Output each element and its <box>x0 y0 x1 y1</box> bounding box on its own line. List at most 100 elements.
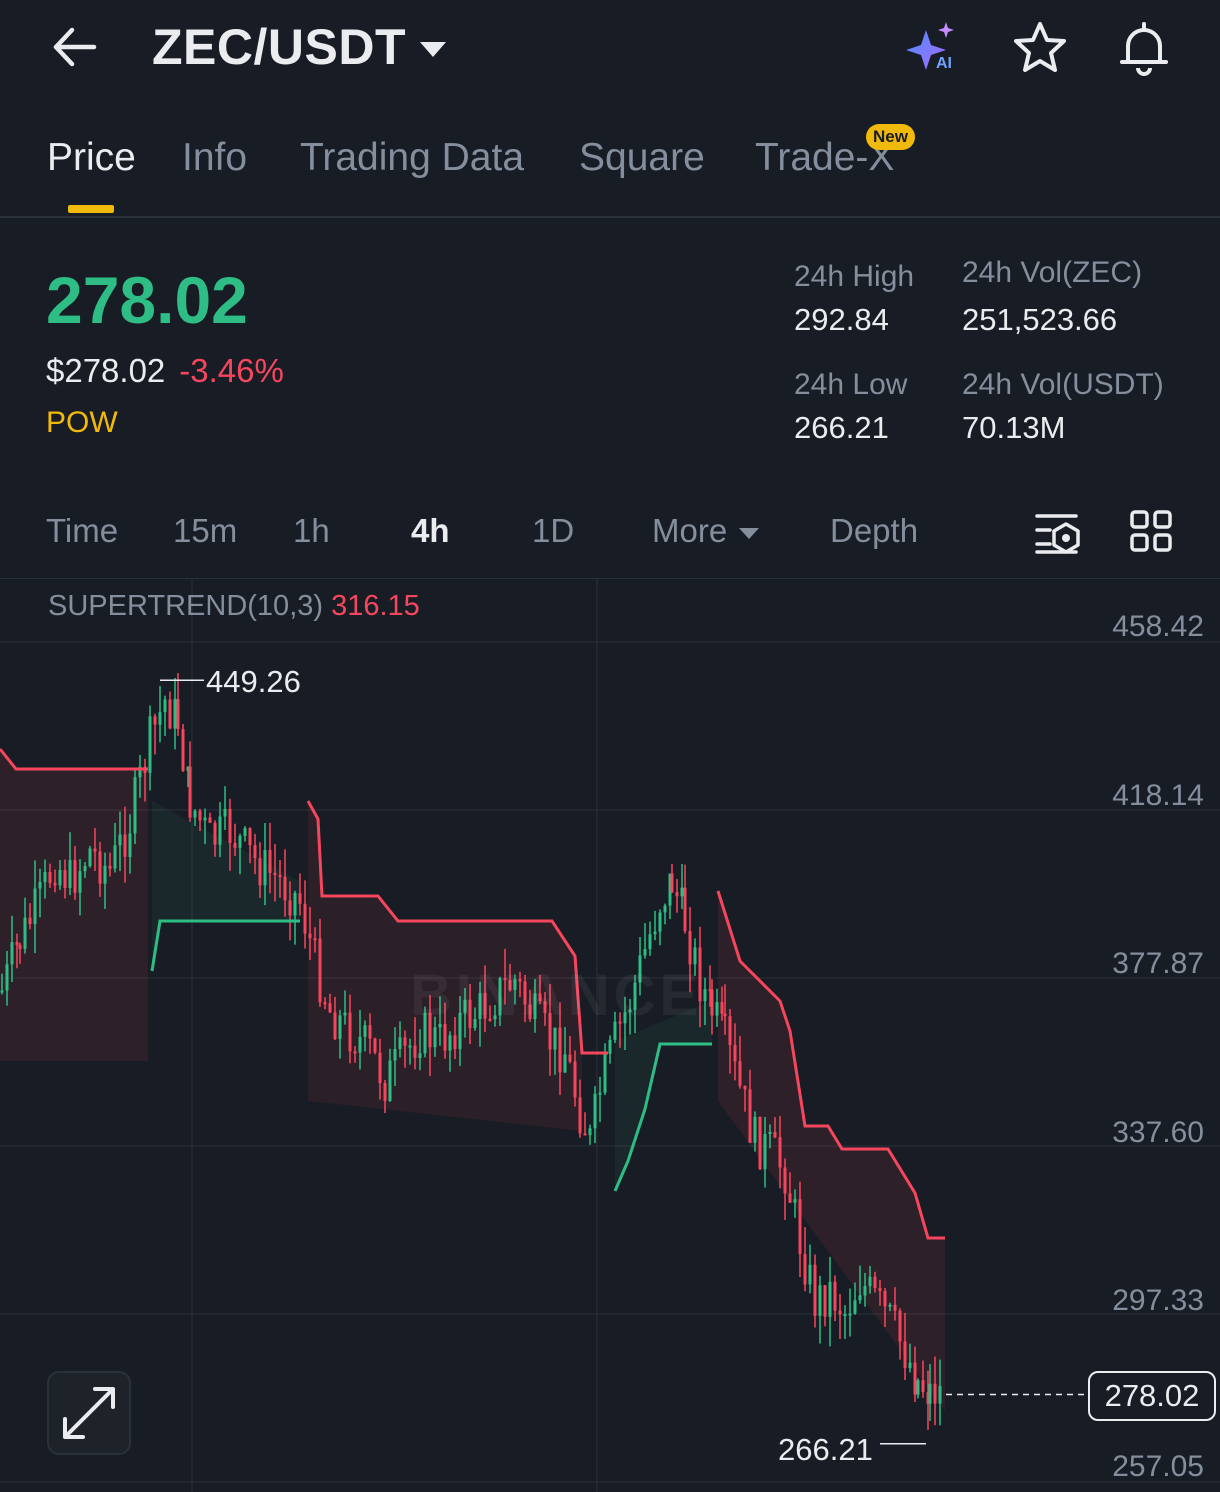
candle-body <box>818 1285 822 1316</box>
candle-body <box>273 872 277 875</box>
24h-high-label: 24h High <box>794 260 915 293</box>
candle-body <box>728 1016 732 1046</box>
timeframe-more[interactable]: More <box>652 512 760 550</box>
candle-body <box>488 1018 492 1021</box>
candle-body <box>543 1001 547 1013</box>
tab-info[interactable]: Info <box>182 136 248 179</box>
candle-body <box>228 808 232 843</box>
candle-body <box>478 993 482 1020</box>
low-marker-label: 266.21 <box>778 1432 873 1467</box>
category-tag[interactable]: POW <box>46 406 118 439</box>
candle-body <box>675 892 679 897</box>
candle-body <box>908 1362 912 1369</box>
candle-body <box>628 1009 632 1013</box>
candle-body <box>868 1276 872 1287</box>
pair-selector[interactable]: ZEC/USDT <box>152 18 446 76</box>
timeframe-1d[interactable]: 1D <box>532 512 575 549</box>
chart-canvas <box>0 579 1220 1492</box>
chevron-down-icon <box>420 41 446 57</box>
new-badge: New <box>866 124 915 150</box>
candle-body <box>498 978 502 1016</box>
candle-body <box>833 1281 837 1311</box>
candle-body <box>93 848 97 852</box>
candle-body <box>328 1003 332 1013</box>
indicator-settings-icon[interactable] <box>1034 510 1082 556</box>
candle-body <box>568 1054 572 1062</box>
back-arrow-icon[interactable] <box>48 20 102 74</box>
supertrend-band <box>0 749 148 1061</box>
price-change: -3.46% <box>179 352 284 389</box>
candle-body <box>733 1045 737 1062</box>
supertrend-down-line <box>716 890 945 1240</box>
tab-square[interactable]: Square <box>579 136 705 179</box>
supertrend-band <box>152 801 300 971</box>
candle-body <box>18 944 22 949</box>
candle-body <box>158 712 162 725</box>
timeframe-time[interactable]: Time <box>46 512 119 549</box>
candle-body <box>303 903 307 934</box>
candle-body <box>288 900 292 916</box>
tab-trading-data[interactable]: Trading Data <box>300 136 525 179</box>
candle-body <box>533 993 537 1020</box>
candle-body <box>138 766 142 778</box>
candle-body <box>693 947 697 965</box>
24h-vol-usdt-label: 24h Vol(USDT) <box>962 368 1164 401</box>
candle-body <box>318 938 322 1003</box>
price-markers <box>160 679 1086 1445</box>
candle-body <box>218 816 222 845</box>
candle-body <box>926 1392 930 1404</box>
candle-body <box>916 1380 920 1395</box>
candle-body <box>43 872 47 883</box>
candle-body <box>473 1019 477 1029</box>
candle-body <box>738 1061 742 1086</box>
candle-body <box>186 766 190 771</box>
star-icon[interactable] <box>1010 18 1070 78</box>
candle-body <box>223 808 227 817</box>
candle-body <box>523 981 527 1005</box>
candle-body <box>248 828 252 846</box>
candle-body <box>680 887 684 897</box>
candle-body <box>378 1052 382 1084</box>
candle-body <box>683 887 687 932</box>
grid-layout-icon[interactable] <box>1128 508 1174 554</box>
active-tab-indicator <box>68 205 114 213</box>
candle-body <box>238 835 242 848</box>
candle-body <box>921 1380 925 1393</box>
tab-price[interactable]: Price <box>47 136 136 179</box>
candle-body <box>176 699 180 730</box>
candle-body <box>783 1167 787 1194</box>
candle-body <box>743 1085 747 1090</box>
candle-body <box>63 870 67 888</box>
fullscreen-button[interactable] <box>47 1371 131 1455</box>
candle-body <box>88 848 92 867</box>
candle-body <box>433 1027 437 1048</box>
candle-body <box>863 1286 867 1296</box>
candle-body <box>748 1089 752 1143</box>
candle-body <box>118 834 122 846</box>
candle-body <box>513 979 517 991</box>
candle-body <box>343 1012 347 1016</box>
candle-body <box>578 1097 582 1134</box>
candle-body <box>168 699 172 729</box>
candle-body <box>708 989 712 992</box>
candle-body <box>0 990 4 993</box>
bell-icon[interactable] <box>1114 18 1174 78</box>
ai-sparkle-icon[interactable]: AI <box>902 18 962 78</box>
svg-text:AI: AI <box>936 55 952 72</box>
candlestick-chart[interactable]: 458.42 418.14 377.87 337.60 297.33 257.05 <box>0 578 1220 1492</box>
timeframe-1h[interactable]: 1h <box>293 512 330 549</box>
candle-body <box>243 828 247 836</box>
candle-body <box>468 999 472 1029</box>
timeframe-4h[interactable]: 4h <box>411 512 450 549</box>
candle-body <box>153 716 157 725</box>
indicator-label: SUPERTREND(10,3) 316.15 <box>48 590 420 623</box>
candle-body <box>723 1013 727 1017</box>
candle-body <box>408 1045 412 1048</box>
candle-body <box>663 905 667 913</box>
timeframe-15m[interactable]: 15m <box>173 512 238 549</box>
candle-body <box>503 978 507 981</box>
usd-price-row: $278.02 -3.46% <box>46 352 284 390</box>
watermark: BINANCE <box>410 963 703 1028</box>
depth-tab[interactable]: Depth <box>830 512 919 549</box>
supertrend-band <box>615 1001 712 1191</box>
